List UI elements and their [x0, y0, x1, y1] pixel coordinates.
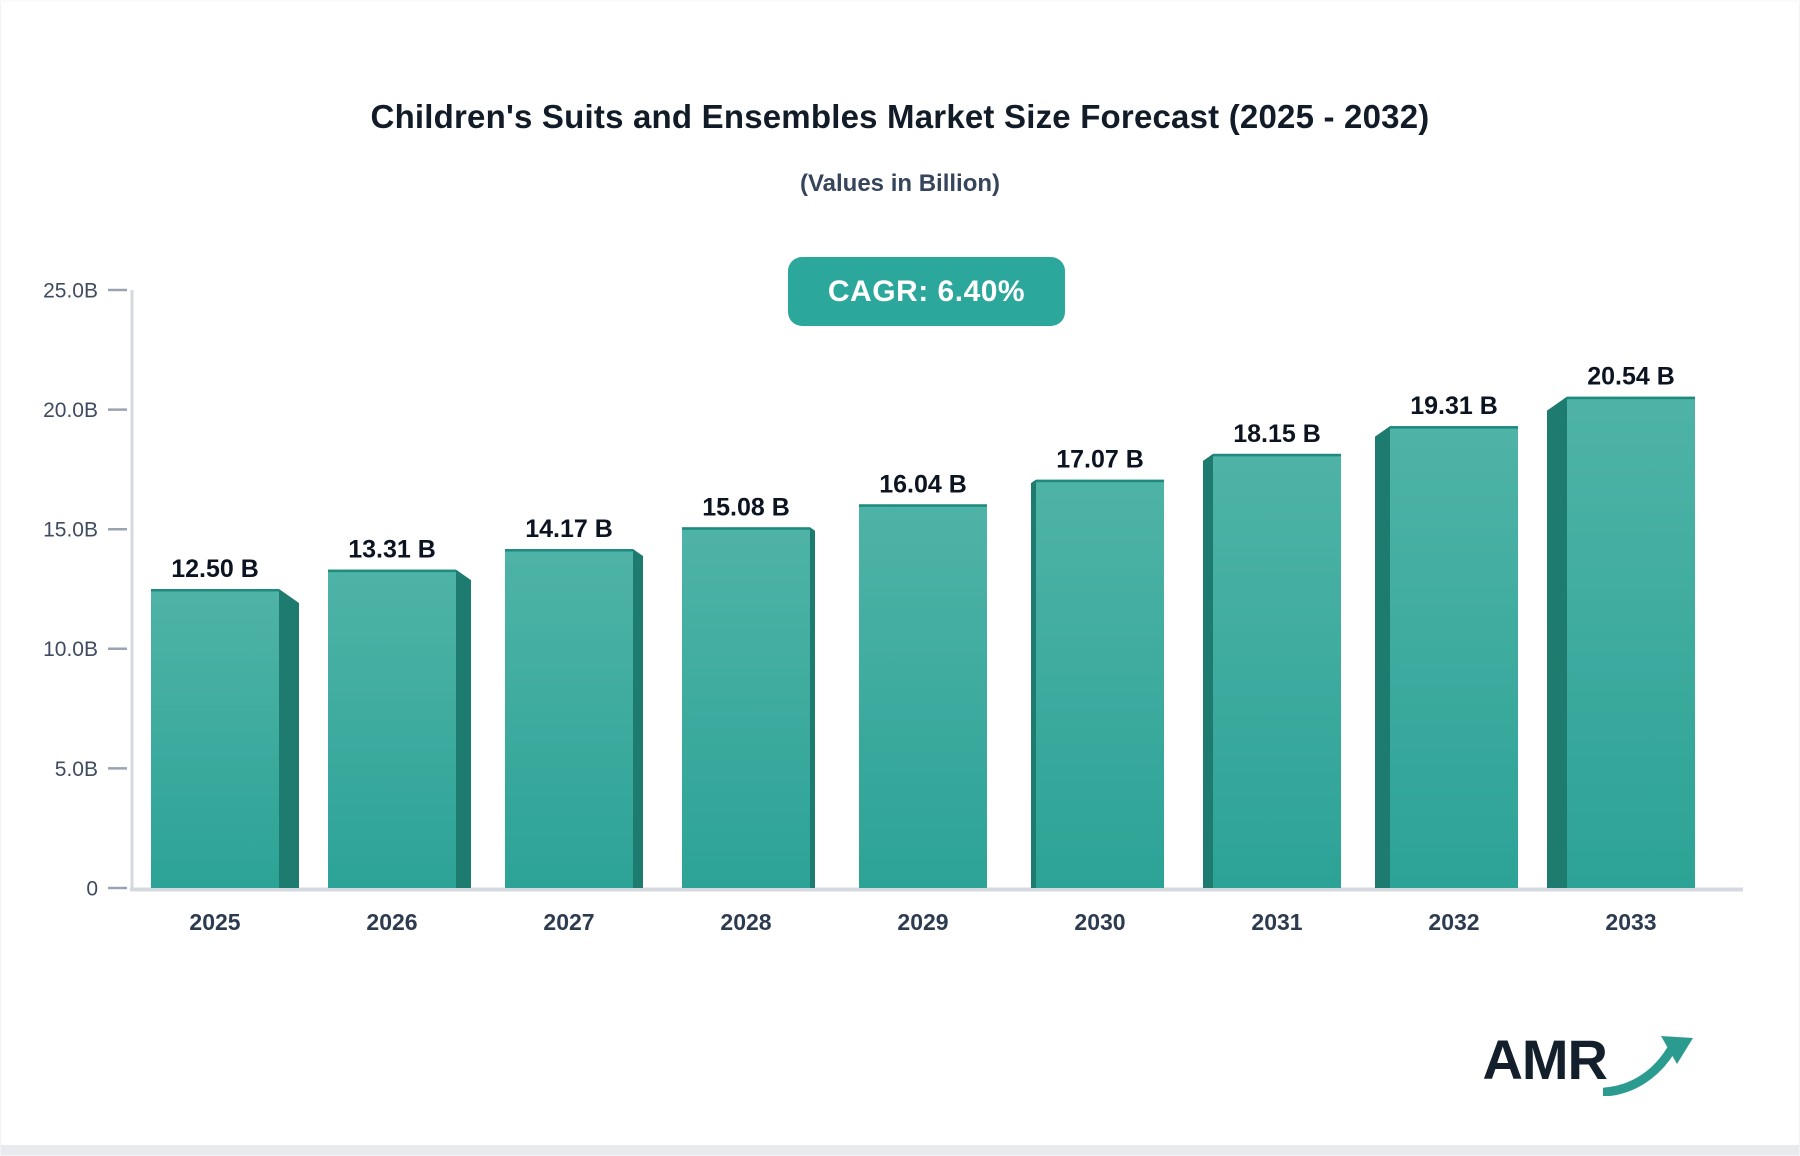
- bar-front-face: [505, 549, 633, 888]
- bar-front-face: [1213, 453, 1341, 888]
- bar-top-edge: [1567, 396, 1695, 400]
- chart-title: Children's Suits and Ensembles Market Si…: [370, 98, 1430, 135]
- bottom-edge-strip: [1, 1145, 1799, 1155]
- bar-side-face: [1203, 453, 1213, 888]
- bar-value-label: 12.50 B: [171, 555, 259, 583]
- x-tick-label: 2032: [1428, 909, 1479, 935]
- x-tick-label: 2026: [366, 909, 417, 935]
- x-tick-label: 2030: [1074, 909, 1125, 935]
- bar-value-label: 16.04 B: [879, 470, 967, 498]
- bar-top-edge: [682, 527, 810, 530]
- bar-side-face: [1547, 396, 1567, 888]
- bar-front-face: [682, 527, 810, 888]
- x-tick-label: 2027: [543, 909, 594, 935]
- bar-top-edge: [1036, 479, 1164, 483]
- bar-value-label: 20.54 B: [1587, 363, 1675, 391]
- bar-value-label: 19.31 B: [1410, 392, 1498, 420]
- bar-side-face: [810, 527, 815, 888]
- bar-value-label: 17.07 B: [1056, 446, 1144, 474]
- bar-value-label: 13.31 B: [348, 536, 436, 564]
- x-tick-label: 2031: [1251, 909, 1302, 935]
- bar-top-edge: [1390, 426, 1518, 429]
- y-tick-label: 10.0B: [43, 638, 98, 661]
- bar-value-label: 15.08 B: [702, 493, 790, 521]
- bar-side-face: [633, 549, 643, 888]
- y-tick-label: 5.0B: [55, 758, 98, 781]
- y-tick-label: 25.0B: [43, 279, 98, 302]
- bar-top-edge: [505, 549, 633, 552]
- x-tick-label: 2025: [189, 909, 240, 935]
- bar-side-face: [279, 589, 299, 888]
- amr-logo: AMR: [1482, 1032, 1695, 1096]
- x-tick-label: 2028: [720, 909, 771, 935]
- bar-value-label: 18.15 B: [1233, 420, 1321, 448]
- bar-top-edge: [1213, 453, 1341, 457]
- bar-value-label: 14.17 B: [525, 515, 613, 543]
- bar-front-face: [1390, 426, 1518, 888]
- bar-top-edge: [328, 569, 456, 573]
- cagr-badge-label: CAGR: 6.40%: [827, 274, 1026, 308]
- x-tick-label: 2029: [897, 909, 948, 935]
- bar-front-face: [151, 589, 279, 888]
- bar-side-face: [1375, 426, 1390, 888]
- bar-front-face: [1567, 396, 1695, 888]
- cagr-badge: CAGR: 6.40%: [788, 257, 1065, 326]
- growth-arrow-icon: [1603, 1036, 1693, 1096]
- chart-subtitle: (Values in Billion): [799, 170, 1001, 197]
- bar-side-face: [1031, 479, 1036, 888]
- bar-front-face: [1036, 479, 1164, 888]
- y-tick-label: 20.0B: [43, 399, 98, 422]
- y-tick-label: 15.0B: [43, 519, 98, 542]
- bar-side-face: [456, 569, 471, 888]
- amr-logo-text: AMR: [1482, 1028, 1608, 1091]
- bar-top-edge: [151, 589, 279, 592]
- bar-top-edge: [859, 504, 987, 507]
- bar-front-face: [328, 569, 456, 888]
- bar-front-face: [859, 504, 987, 888]
- x-tick-label: 2033: [1605, 909, 1656, 935]
- y-tick-label: 0: [86, 877, 98, 900]
